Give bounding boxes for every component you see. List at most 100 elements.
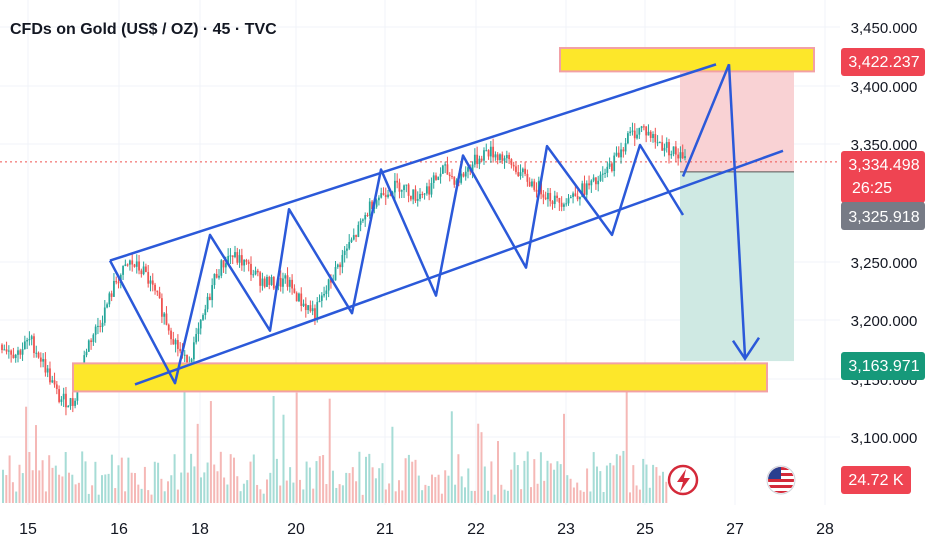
time-tick-label: 27 (726, 521, 744, 538)
candle-body (124, 264, 127, 266)
volume-bar (348, 473, 351, 503)
candle-body (371, 201, 373, 210)
volume-bar (556, 461, 559, 503)
volume-bar (233, 457, 235, 503)
volume-bar (368, 453, 371, 503)
candle-body (595, 177, 597, 185)
candle-body (613, 155, 616, 172)
volume-bar (209, 401, 212, 503)
volume-bar (68, 472, 70, 503)
candle-body (279, 277, 282, 287)
volume-bar (345, 472, 348, 503)
volume-bar (127, 457, 130, 503)
volume-bar (163, 491, 166, 503)
candle-body (3, 349, 6, 351)
price-tick-label: 3,250.000 (851, 255, 918, 272)
volume-bar (272, 395, 275, 503)
candle-body (261, 278, 264, 286)
candle-body (508, 154, 511, 160)
candle-body (583, 183, 586, 195)
channel-lower-line[interactable] (134, 149, 784, 386)
candle-body (540, 181, 542, 195)
resistance-zone[interactable] (559, 47, 815, 73)
projection-path[interactable] (681, 63, 747, 357)
candle-body (590, 180, 593, 186)
candle-body (138, 261, 140, 271)
candle-body (652, 134, 654, 138)
candle-body (272, 277, 275, 289)
candle-body (430, 183, 433, 195)
candle-body (375, 200, 378, 207)
price-tick-label: 3,100.000 (851, 430, 918, 447)
volume-bar (648, 487, 651, 503)
candle-body (19, 350, 22, 355)
candle-body (489, 146, 492, 157)
candle-body (656, 142, 659, 144)
volume-bar (586, 468, 589, 503)
candle-body (487, 150, 490, 157)
candle-body (528, 181, 531, 187)
candle-body (599, 174, 602, 181)
candle-body (368, 201, 371, 216)
volume-bar (602, 492, 605, 503)
candle-body (355, 235, 357, 237)
time-tick-label: 20 (287, 521, 305, 538)
volume-bar (434, 477, 437, 503)
volume-label: 24.72 K (848, 472, 903, 489)
support-zone[interactable] (72, 362, 768, 393)
candle-body (658, 142, 661, 144)
volume-bar (335, 487, 338, 503)
volume-bar (619, 455, 622, 503)
zigzag-line[interactable] (108, 143, 685, 385)
volume-bar (652, 464, 655, 503)
candle-body (467, 167, 469, 172)
candle-body (444, 164, 447, 166)
candle-body (505, 154, 508, 159)
candle-body (39, 357, 42, 362)
candle-body (393, 180, 396, 193)
candle-body (28, 339, 31, 341)
volume-bar (203, 472, 206, 503)
volume-bar (2, 469, 4, 503)
candle-body (236, 252, 239, 263)
volume-bar (183, 390, 186, 503)
volume-bar (341, 485, 344, 503)
candle-body (425, 186, 428, 194)
volume-bar (71, 474, 74, 503)
volume-bar (31, 470, 34, 503)
volume-bar (605, 465, 608, 503)
candle-body (288, 279, 291, 287)
candle-body (366, 215, 369, 217)
candle-body (407, 184, 410, 196)
candle-body (471, 164, 474, 172)
channel-upper-line[interactable] (109, 63, 717, 262)
volume-bar (140, 488, 143, 503)
volume-bar (190, 453, 193, 503)
volume-bar (256, 484, 259, 503)
candle-body (92, 334, 95, 343)
candle-body (668, 142, 670, 156)
candle-body (428, 186, 431, 195)
lightning-bolt-icon[interactable] (667, 464, 699, 496)
volume-bar (427, 485, 430, 503)
candle-body (117, 282, 120, 284)
volume-bar (566, 475, 569, 503)
candle-body (300, 293, 303, 306)
us-flag-icon[interactable] (766, 465, 796, 495)
candle-body (679, 152, 682, 159)
candle-body (512, 164, 515, 167)
candle-body (341, 254, 344, 268)
volume-bar (421, 490, 424, 503)
volume-bar (299, 479, 301, 503)
current-price-label: 3,334.498 (848, 157, 919, 174)
volume-bar (134, 473, 136, 503)
candle-body (608, 163, 611, 167)
candle-body (572, 193, 574, 197)
candle-body (165, 313, 168, 325)
volume-bar (318, 456, 321, 503)
candle-body (346, 248, 348, 251)
candle-body (183, 354, 186, 356)
candle-body (218, 275, 220, 278)
candle-body (314, 308, 316, 319)
